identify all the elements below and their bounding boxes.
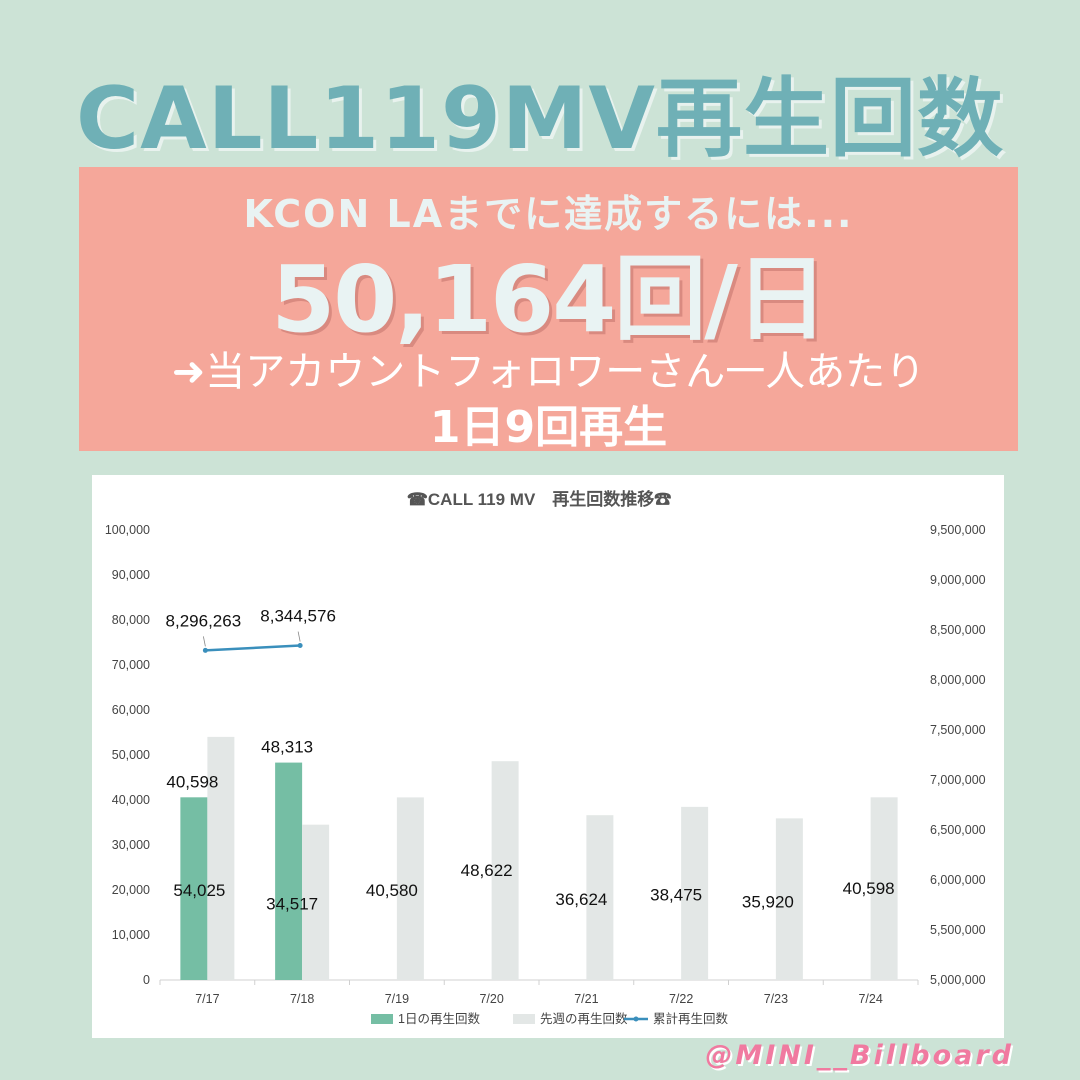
lastweek-data-label: 36,624 <box>555 890 607 909</box>
goal-heading: KCON LAまでに達成するには... <box>243 192 854 236</box>
y-right-tick-label: 9,000,000 <box>930 573 986 587</box>
lastweek-bar <box>207 736 235 980</box>
daily-bar <box>180 797 208 980</box>
lastweek-data-label: 40,580 <box>366 881 418 900</box>
lastweek-data-label: 34,517 <box>266 895 318 914</box>
x-tick-label: 7/18 <box>290 992 314 1006</box>
y-right-tick-label: 7,500,000 <box>930 723 986 737</box>
lastweek-bar <box>302 824 330 980</box>
chart-card: ☎CALL 119 MV 再生回数推移☎ 0 10,000 20,000 30,000 4… <box>92 475 1004 1038</box>
lastweek-bar <box>870 797 898 980</box>
y-left-tick-label: 0 <box>143 973 150 987</box>
cumulative-point <box>202 647 208 653</box>
legend-label-daily: 1日の再生回数 <box>398 1011 480 1026</box>
per-day-text: 1日9回再生 <box>429 402 668 453</box>
y-left-tick-label: 80,000 <box>112 613 150 627</box>
account-handle: @MINI__Billboard <box>705 1040 1014 1071</box>
y-right-tick-label: 5,500,000 <box>930 923 986 937</box>
lastweek-bar <box>681 806 709 980</box>
daily-bar <box>275 762 303 980</box>
lastweek-data-label: 40,598 <box>843 879 895 898</box>
lastweek-data-label: 35,920 <box>742 892 794 911</box>
y-left-tick-label: 20,000 <box>112 883 150 897</box>
chart-title: ☎CALL 119 MV 再生回数推移☎ <box>407 489 672 509</box>
lastweek-bar <box>775 818 803 980</box>
daily-target: 50,164回/日 <box>271 246 828 353</box>
x-tick-label: 7/24 <box>858 992 882 1006</box>
x-tick-label: 7/17 <box>195 992 219 1006</box>
lastweek-bar <box>396 797 424 980</box>
legend-swatch-daily <box>371 1014 393 1024</box>
lastweek-data-label: 54,025 <box>173 881 225 900</box>
y-right-tick-label: 6,000,000 <box>930 873 986 887</box>
x-tick-label: 7/21 <box>574 992 598 1006</box>
y-right-tick-label: 5,000,000 <box>930 973 986 987</box>
y-right-tick-label: 6,500,000 <box>930 823 986 837</box>
legend-swatch-lastweek <box>513 1014 535 1024</box>
cumulative-data-label: 8,296,263 <box>166 611 242 630</box>
legend-marker-cumulative <box>633 1016 639 1022</box>
y-left-tick-label: 50,000 <box>112 748 150 762</box>
label-leader <box>202 636 206 647</box>
legend-label-cumulative: 累計再生回数 <box>653 1011 729 1026</box>
lastweek-bar <box>586 815 614 980</box>
y-right-tick-label: 8,000,000 <box>930 673 986 687</box>
y-left-tick-label: 70,000 <box>112 658 150 672</box>
cumulative-line <box>205 644 301 652</box>
cumulative-data-label: 8,344,576 <box>260 607 336 626</box>
chart: ☎CALL 119 MV 再生回数推移☎ 0 10,000 20,000 30,000 4… <box>105 489 986 1026</box>
x-tick-label: 7/23 <box>764 992 788 1006</box>
y-right-tick-label: 9,500,000 <box>930 523 986 537</box>
legend-label-lastweek: 先週の再生回数 <box>540 1011 628 1026</box>
y-left-tick-label: 100,000 <box>105 523 150 537</box>
y-left-tick-label: 60,000 <box>112 703 150 717</box>
label-leader <box>297 631 301 642</box>
y-left-tick-label: 40,000 <box>112 793 150 807</box>
lastweek-data-label: 38,475 <box>650 886 702 905</box>
per-follower-text: ➜当アカウントフォロワーさん一人あたり <box>171 349 926 395</box>
lastweek-bar <box>491 761 519 980</box>
main-title: CALL119MV再生回数 <box>76 69 1004 169</box>
daily-data-label: 48,313 <box>261 738 313 757</box>
x-tick-label: 7/20 <box>479 992 503 1006</box>
x-tick-label: 7/22 <box>669 992 693 1006</box>
y-right-tick-label: 7,000,000 <box>930 773 986 787</box>
y-left-tick-label: 90,000 <box>112 568 150 582</box>
y-left-tick-label: 10,000 <box>112 928 150 942</box>
goal-box: KCON LAまでに達成するには... 50,164回/日 ➜当アカウントフォロ… <box>79 167 1018 453</box>
lastweek-data-label: 48,622 <box>461 861 513 880</box>
x-tick-label: 7/19 <box>385 992 409 1006</box>
daily-data-label: 40,598 <box>166 772 218 791</box>
cumulative-point <box>297 643 303 649</box>
y-right-tick-label: 8,500,000 <box>930 623 986 637</box>
y-left-tick-label: 30,000 <box>112 838 150 852</box>
